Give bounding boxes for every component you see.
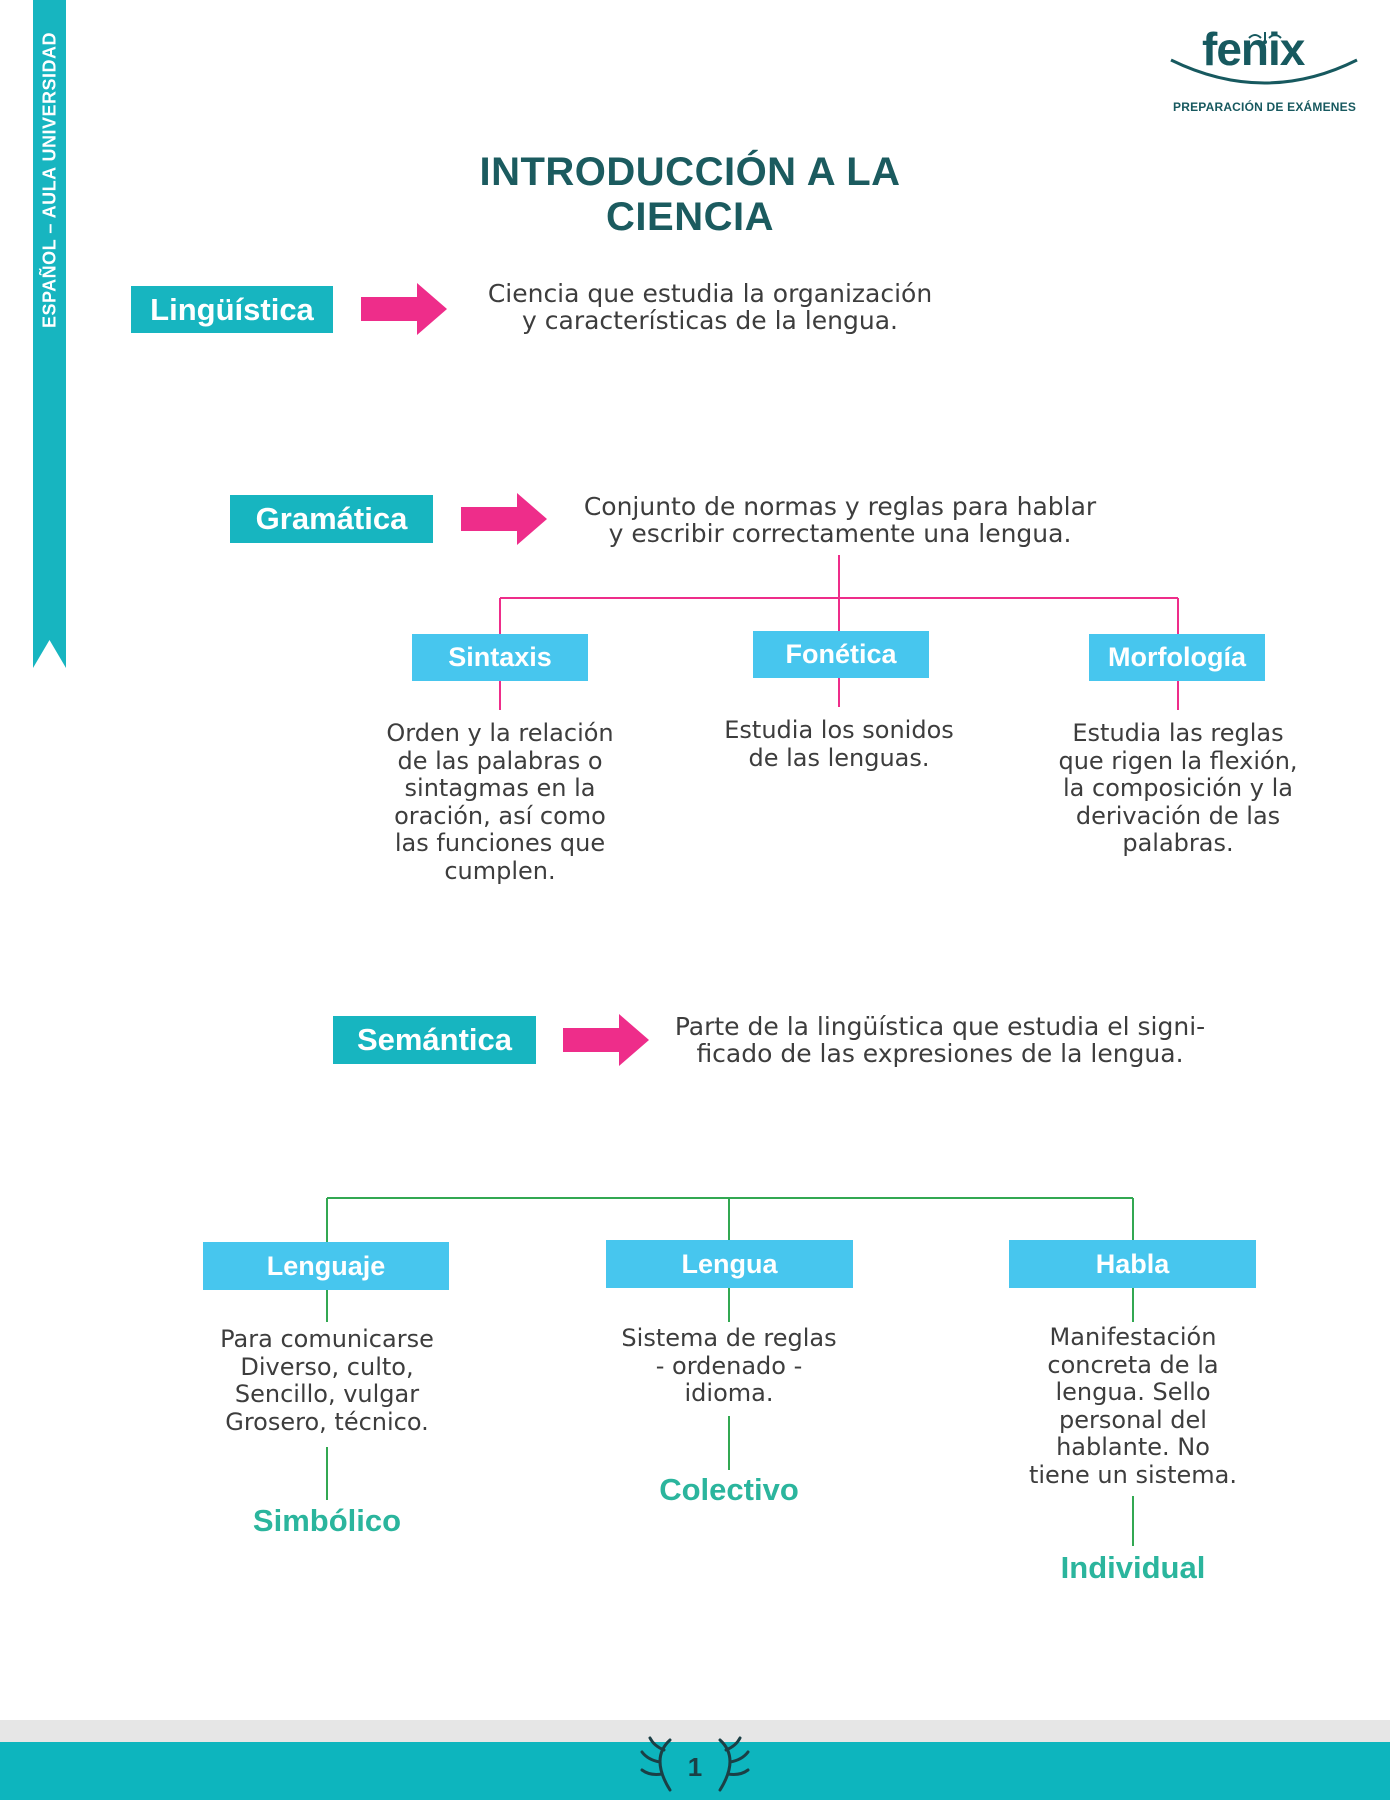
page-title-text: INTRODUCCIÓN A LA CIENCIA — [479, 150, 901, 239]
definition-fonetica: Estudia los sonidos de las lenguas. — [679, 716, 999, 772]
arrow-right-icon — [461, 493, 547, 545]
logo-tagline: PREPARACIÓN DE EXÁMENES — [1173, 100, 1357, 114]
subtag-habla: Habla — [1009, 1240, 1256, 1288]
definition-line: Grosero, técnico. — [225, 1407, 429, 1436]
footer-strip — [0, 1720, 1390, 1742]
subtag-lengua: Lengua — [606, 1240, 853, 1288]
subtag-fonetica: Fonética — [753, 631, 929, 678]
side-ribbon — [33, 0, 66, 668]
tag-semantica: Semántica — [333, 1016, 536, 1064]
definition-line: personal del — [1059, 1405, 1207, 1434]
definition-line: concreta de la — [1047, 1350, 1219, 1379]
definition-morfologia: Estudia las reglas que rigen la flexión,… — [1018, 719, 1338, 858]
arrow-right-icon — [563, 1014, 649, 1066]
subtag-morfologia: Morfología — [1089, 634, 1265, 681]
definition-line: ficado de las expresiones de la lengua. — [696, 1039, 1184, 1068]
definition-lengua: Sistema de reglas - ordenado - idioma. — [569, 1324, 889, 1408]
definition-habla: Manifestación concreta de la lengua. Sel… — [973, 1323, 1293, 1489]
definition-line: Ciencia que estudia la organización — [487, 279, 933, 308]
definition-line: Conjunto de normas y reglas para hablar — [583, 492, 1097, 521]
definition-line: las funciones que — [394, 829, 606, 857]
definition-line: Para comunicarse — [220, 1325, 434, 1353]
result-individual: Individual — [1060, 1550, 1206, 1585]
definition-line: tiene un sistema. — [1028, 1460, 1238, 1489]
definition-sintaxis: Orden y la relación de las palabras o si… — [340, 719, 660, 885]
definition-line: y características de la lengua. — [522, 306, 898, 335]
tag-linguistica: Lingüística — [131, 286, 333, 333]
definition-line: palabras. — [1122, 829, 1234, 857]
definition-line: idioma. — [684, 1379, 774, 1407]
subtag-sintaxis: Sintaxis — [412, 634, 588, 681]
definition-line: Estudia los sonidos — [724, 716, 954, 744]
definition-line: Sistema de reglas — [621, 1324, 837, 1352]
definition-line: derivación de las — [1075, 801, 1281, 830]
definition-line: sintagmas en la — [404, 774, 596, 802]
definition-line: y escribir correctamente una lengua. — [608, 519, 1072, 548]
logo-emblem — [1170, 32, 1358, 85]
definition-lenguaje: Para comunicarse Diverso, culto, Sencill… — [167, 1325, 487, 1436]
definition-gramatica: Conjunto de normas y reglas para hablar … — [530, 493, 1150, 547]
definition-line: Estudia las reglas — [1072, 719, 1284, 747]
definition-line: Parte de la lingüística que estudia el s… — [674, 1012, 1206, 1041]
definition-line: Diverso, culto, — [240, 1352, 414, 1381]
footer-bar — [0, 1742, 1390, 1800]
logo-wordmark: fenix — [1202, 23, 1305, 75]
definition-line: Orden y la relación — [386, 719, 614, 747]
definition-line: lengua. Sello — [1055, 1378, 1211, 1406]
arrow-right-icon — [361, 283, 447, 335]
definition-line: la composición y la — [1063, 774, 1293, 802]
definition-semantica: Parte de la lingüística que estudia el s… — [640, 1013, 1240, 1067]
definition-line: hablante. No — [1056, 1433, 1210, 1461]
definition-line: Sencillo, vulgar — [234, 1380, 420, 1408]
result-simbolico: Simbólico — [252, 1503, 402, 1538]
page-number: 1 — [687, 1752, 703, 1782]
definition-line: que rigen la flexión, — [1058, 746, 1298, 775]
laurel-icon — [640, 1736, 750, 1792]
tag-gramatica: Gramática — [230, 495, 433, 543]
definition-line: cumplen. — [444, 856, 556, 885]
definition-line: de las lenguas. — [748, 743, 930, 772]
result-colectivo: Colectivo — [659, 1472, 799, 1507]
definition-line: oración, así como — [394, 801, 606, 830]
definition-line: Manifestación — [1049, 1323, 1217, 1351]
definition-line: - ordenado - — [655, 1351, 803, 1380]
definition-linguistica: Ciencia que estudia la organización y ca… — [450, 280, 970, 334]
definition-line: de las palabras o — [397, 746, 603, 775]
subtag-lenguaje: Lenguaje — [203, 1242, 449, 1290]
